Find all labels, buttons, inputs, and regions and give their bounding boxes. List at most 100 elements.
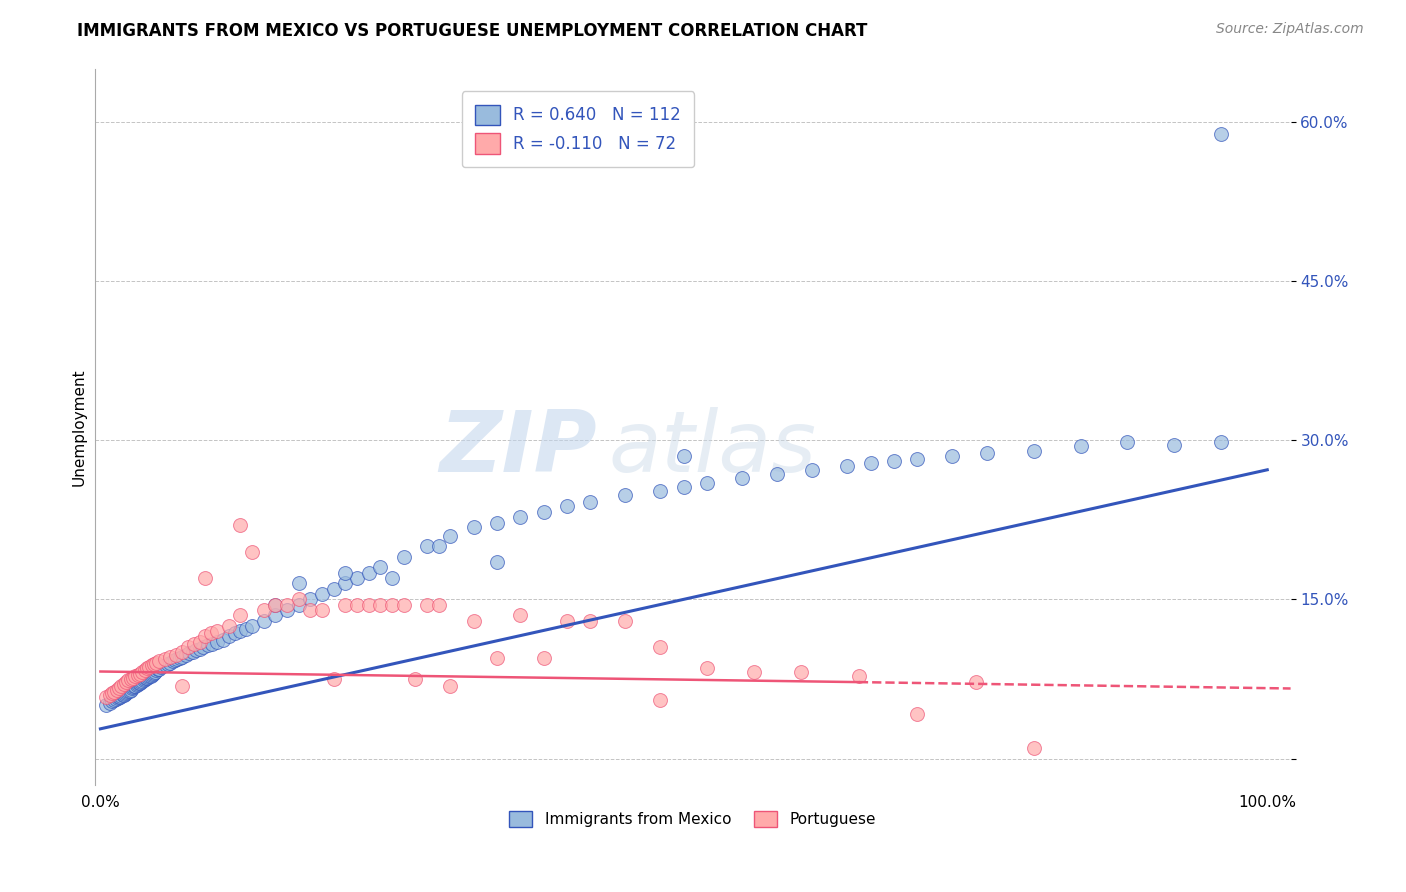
Point [174,648,197,662]
Point [883,454,905,468]
Point [941,449,963,463]
Point [124,669,146,683]
Point [335,576,357,591]
Point [96,690,118,704]
Point [201,637,224,651]
Point [101,694,124,708]
Point [152,659,174,673]
Point [101,686,124,700]
Point [381,571,404,585]
Point [115,675,138,690]
Point [218,630,240,644]
Point [145,664,167,678]
Point [965,675,987,690]
Point [122,671,145,685]
Point [264,598,287,612]
Point [114,687,136,701]
Point [169,650,191,665]
Point [287,576,309,591]
Point [110,679,132,693]
Point [299,592,322,607]
Point [579,614,602,628]
Point [463,614,485,628]
Point [335,566,357,580]
Point [439,679,461,693]
Point [976,446,998,460]
Point [416,539,439,553]
Point [165,653,187,667]
Point [125,678,148,692]
Point [159,656,181,670]
Point [115,686,138,700]
Point [155,658,177,673]
Point [139,669,162,683]
Point [1163,438,1185,452]
Point [1022,443,1045,458]
Point [153,652,176,666]
Point [311,587,333,601]
Point [742,665,765,679]
Point [191,640,214,654]
Point [486,555,509,569]
Point [392,598,415,612]
Point [177,640,200,654]
Point [134,664,156,678]
Point [672,449,695,463]
Point [837,458,859,473]
Point [229,624,252,639]
Point [188,634,211,648]
Text: atlas: atlas [609,407,817,490]
Point [731,471,754,485]
Point [346,598,368,612]
Point [159,649,181,664]
Point [322,672,344,686]
Point [132,673,155,687]
Point [427,539,450,553]
Point [264,608,287,623]
Point [138,660,160,674]
Point [120,672,142,686]
Point [276,603,298,617]
Point [287,598,309,612]
Point [117,683,139,698]
Point [235,622,257,636]
Point [370,598,392,612]
Point [103,684,125,698]
Point [533,650,555,665]
Point [172,679,194,693]
Point [148,662,170,676]
Point [117,673,139,687]
Point [172,649,194,664]
Point [801,463,824,477]
Point [131,665,153,679]
Point [157,657,180,671]
Point [322,582,344,596]
Point [287,592,309,607]
Point [346,571,368,585]
Point [859,457,882,471]
Point [392,549,415,564]
Point [129,666,152,681]
Point [117,684,139,698]
Point [122,679,145,693]
Point [111,688,134,702]
Point [166,652,188,666]
Point [188,642,211,657]
Point [110,689,132,703]
Point [650,483,672,498]
Point [427,598,450,612]
Point [264,598,287,612]
Point [181,645,204,659]
Point [229,518,252,533]
Point [136,670,159,684]
Point [165,648,187,662]
Point [1070,439,1092,453]
Point [696,661,718,675]
Point [110,690,132,704]
Point [253,614,276,628]
Point [614,488,637,502]
Point [240,544,263,558]
Legend: Immigrants from Mexico, Portuguese: Immigrants from Mexico, Portuguese [502,804,883,835]
Point [381,598,404,612]
Point [177,647,200,661]
